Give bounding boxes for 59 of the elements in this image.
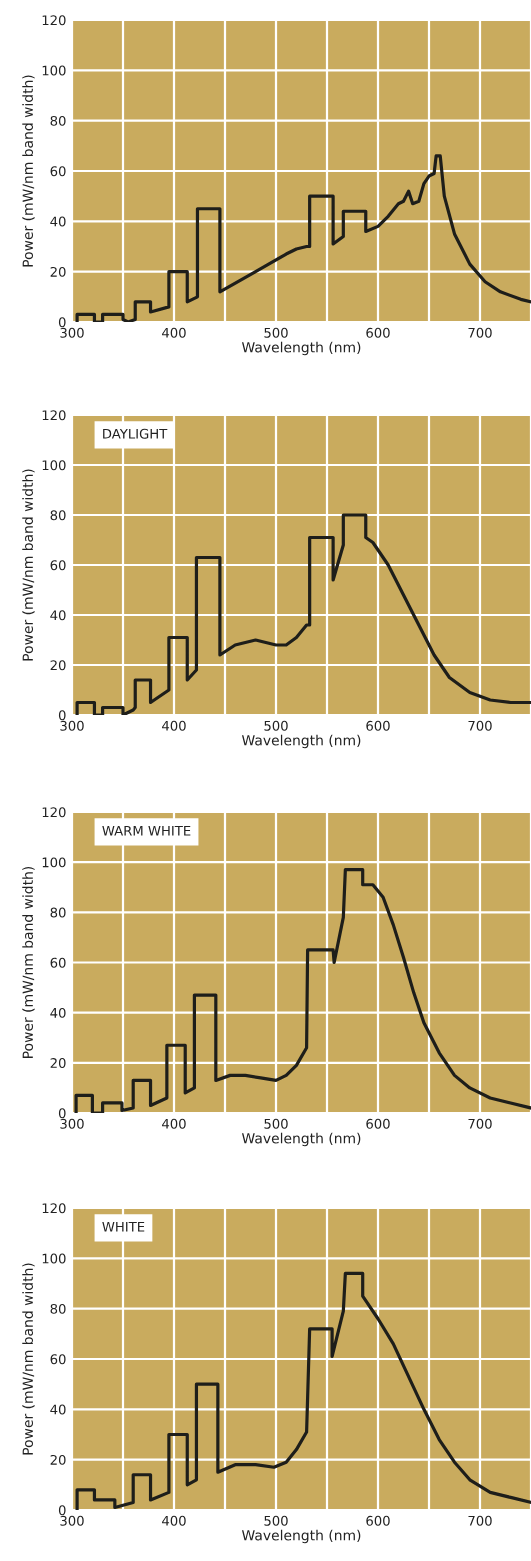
y-tick-label: 60 [50,166,66,177]
x-tick-label: 300 [60,1118,84,1129]
y-tick-label: 60 [50,560,66,571]
x-tick-label: 500 [264,1515,288,1526]
x-tick-label: 400 [162,720,186,731]
x-tick-label: 700 [468,1515,492,1526]
text: DAYLIGHT [103,428,168,439]
y-axis-title: Power (mW/nm band width) [22,469,35,661]
x-tick-label: 600 [366,1118,390,1129]
y-tick-label: 100 [42,460,66,471]
x-tick-label: 500 [264,720,288,731]
y-tick-label: 100 [42,65,66,76]
x-tick-label: 700 [468,720,492,731]
x-axis-title: Wavelength (nm) [241,1132,361,1147]
x-tick-label: 300 [60,1515,84,1526]
y-tick-label: 80 [50,510,66,521]
y-tick-label: 20 [50,1058,66,1069]
y-tick-label: 120 [42,807,66,818]
y-tick-label: 0 [58,317,66,328]
x-tick-label: 700 [468,1118,492,1129]
y-tick-label: 20 [50,266,66,277]
y-tick-label: 80 [50,907,66,918]
y-tick-label: 20 [50,660,66,671]
y-tick-label: 0 [58,710,66,721]
y-tick-label: 60 [50,1354,66,1365]
y-axis-title: Power (mW/nm band width) [22,866,35,1058]
y-tick-label: 40 [50,1404,66,1415]
y-axis-title: Power (mW/nm band width) [22,1263,35,1455]
x-tick-label: 600 [366,1515,390,1526]
x-axis-title: Wavelength (nm) [241,734,361,749]
y-tick-label: 0 [58,1505,66,1516]
x-tick-label: 700 [468,327,492,338]
y-tick-label: 60 [50,957,66,968]
x-tick-label: 400 [162,1515,186,1526]
y-tick-label: 20 [50,1454,66,1465]
y-tick-label: 40 [50,610,66,621]
x-axis-title: Wavelength (nm) [241,341,361,356]
x-tick-label: 300 [60,720,84,731]
y-tick-label: 100 [42,857,66,868]
text: WHITE [102,1222,145,1232]
y-tick-label: 120 [42,15,66,26]
text: WARM WHITE [102,825,191,836]
x-tick-label: 300 [60,327,84,338]
y-tick-label: 40 [50,1007,66,1018]
x-tick-label: 600 [366,720,390,731]
y-tick-label: 120 [42,1203,66,1214]
y-tick-label: 80 [50,1303,66,1314]
x-tick-label: 500 [264,327,288,338]
x-tick-label: 400 [162,327,186,338]
y-tick-label: 80 [50,115,66,126]
y-tick-label: 100 [42,1253,66,1264]
x-axis-title: Wavelength (nm) [241,1529,361,1544]
y-tick-label: 40 [50,216,66,227]
y-tick-label: 120 [42,410,66,421]
x-tick-label: 500 [264,1118,288,1129]
x-tick-label: 600 [366,327,390,338]
y-tick-label: 0 [58,1108,66,1119]
x-tick-label: 400 [162,1118,186,1129]
y-axis-title: Power (mW/nm band width) [22,75,35,267]
